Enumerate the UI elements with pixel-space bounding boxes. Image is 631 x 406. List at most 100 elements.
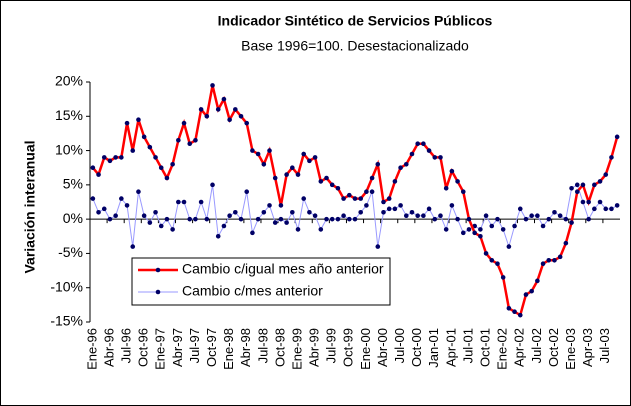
data-point xyxy=(295,227,301,232)
data-point xyxy=(557,254,563,260)
data-point xyxy=(261,209,267,215)
data-point xyxy=(358,209,363,215)
data-point xyxy=(512,223,517,229)
data-point xyxy=(478,233,483,239)
data-point xyxy=(141,213,147,219)
x-tick-label: Ene-96 xyxy=(84,328,99,370)
data-point xyxy=(466,227,472,232)
data-point xyxy=(301,151,307,157)
x-tick-label: Jul-03 xyxy=(597,328,612,363)
data-point xyxy=(307,158,312,164)
data-point xyxy=(250,230,255,236)
data-point xyxy=(147,144,153,150)
data-point xyxy=(557,213,563,219)
data-point xyxy=(227,213,232,219)
data-point xyxy=(392,206,398,212)
y-axis-label: Variación interanual xyxy=(22,140,38,273)
data-point xyxy=(358,196,363,201)
data-point xyxy=(101,206,107,212)
data-point xyxy=(364,189,369,195)
data-point xyxy=(329,182,335,188)
data-point xyxy=(136,117,141,123)
data-point xyxy=(506,305,512,311)
data-point xyxy=(517,312,523,318)
y-tick-label: -15% xyxy=(50,313,83,329)
data-point xyxy=(107,158,113,164)
data-point xyxy=(255,216,261,222)
data-point xyxy=(375,161,381,167)
data-point xyxy=(552,257,557,263)
legend-box xyxy=(131,257,391,306)
data-point xyxy=(489,257,495,263)
legend-label: Cambio c/mes anterior xyxy=(182,283,323,299)
data-point xyxy=(455,216,460,222)
x-tick-label: Jul-99 xyxy=(324,328,339,363)
data-point xyxy=(540,261,546,267)
data-point xyxy=(403,161,409,167)
x-tick-label: Ene-97 xyxy=(153,328,168,370)
data-point xyxy=(170,227,175,232)
data-point xyxy=(603,172,609,177)
data-point xyxy=(592,182,597,188)
x-tick-label: Abr-96 xyxy=(101,328,116,367)
chart-subtitle: Base 1996=100. Desestacionalizado xyxy=(241,38,469,54)
data-point xyxy=(113,155,118,160)
data-point xyxy=(341,213,346,219)
data-point xyxy=(415,213,420,219)
data-point xyxy=(364,203,369,208)
data-point xyxy=(432,216,438,222)
data-point xyxy=(478,227,483,232)
data-point xyxy=(193,216,198,222)
data-point xyxy=(347,192,352,198)
data-point xyxy=(563,216,569,222)
legend-label: Cambio c/igual mes año anterior xyxy=(182,261,384,277)
data-point xyxy=(603,206,609,212)
data-point xyxy=(96,172,101,177)
data-point xyxy=(449,168,455,174)
data-point xyxy=(609,155,614,160)
data-point xyxy=(227,117,232,123)
chart-title: Indicador Sintético de Servicios Público… xyxy=(218,13,493,29)
data-point xyxy=(164,216,170,222)
data-point xyxy=(278,216,284,222)
data-point xyxy=(535,278,540,284)
data-point xyxy=(614,203,620,208)
data-point xyxy=(233,209,238,215)
data-point xyxy=(546,216,552,222)
data-point xyxy=(267,148,272,153)
data-point xyxy=(523,216,529,222)
data-point xyxy=(119,155,124,160)
data-point xyxy=(614,134,620,140)
data-point xyxy=(324,216,329,222)
data-point xyxy=(398,203,403,208)
data-point xyxy=(443,227,449,232)
data-point xyxy=(398,165,403,171)
data-point xyxy=(290,165,295,171)
data-point xyxy=(574,182,580,188)
data-point xyxy=(335,216,341,222)
data-point xyxy=(535,213,540,219)
data-point xyxy=(221,223,227,229)
x-tick-label: Apr-02 xyxy=(512,328,527,367)
data-point xyxy=(438,155,443,160)
data-point xyxy=(113,213,118,219)
x-tick-label: Jul-02 xyxy=(529,328,544,363)
data-point xyxy=(449,203,455,208)
data-point xyxy=(483,213,489,219)
data-point xyxy=(460,189,466,195)
data-point xyxy=(421,213,426,219)
data-point xyxy=(290,209,295,215)
data-point xyxy=(193,137,198,143)
data-point xyxy=(198,107,204,112)
data-point xyxy=(90,165,96,171)
data-point xyxy=(546,257,552,263)
data-point xyxy=(130,244,136,249)
x-tick-label: Oct-96 xyxy=(136,328,151,367)
data-point xyxy=(101,155,107,160)
y-tick-label: -10% xyxy=(50,278,83,294)
data-point xyxy=(341,196,346,201)
x-tick-label: Ene-00 xyxy=(358,328,373,370)
